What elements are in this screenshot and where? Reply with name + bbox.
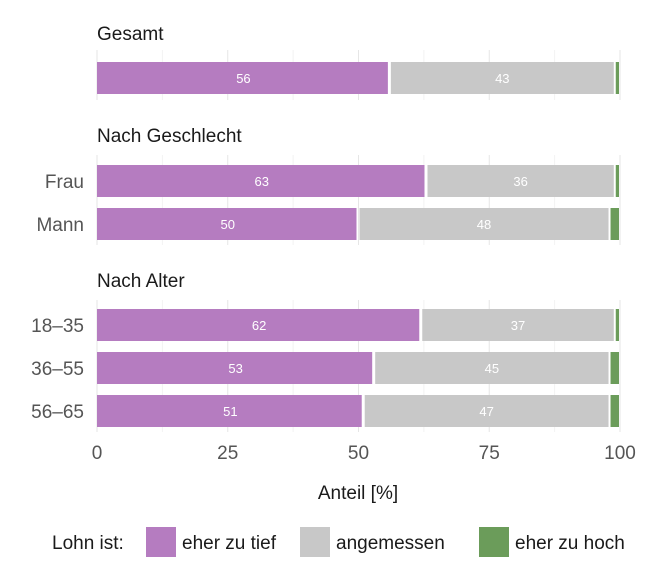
data-label: 62 [252,318,266,333]
x-tick-label: 100 [604,443,636,464]
bar-segment-eher-zu-hoch [610,395,619,427]
bar-segment-eher-zu-tief [97,165,425,197]
bar-segment-angemessen [359,208,609,240]
x-axis-title: Anteil [%] [318,483,398,504]
legend-label: eher zu hoch [515,533,625,554]
row-label: 56–65 [31,402,84,423]
legend-swatch [479,527,509,557]
data-label: 45 [485,361,499,376]
group-title: Nach Alter [97,271,185,292]
bar-segment-eher-zu-tief [97,62,388,94]
bar-segment-eher-zu-hoch [615,165,619,197]
x-tick-label: 25 [217,443,238,464]
data-label: 51 [223,404,237,419]
legend-title: Lohn ist: [52,533,124,554]
data-label: 37 [511,318,525,333]
row-label: 36–55 [31,359,84,380]
legend-label: eher zu tief [182,533,277,554]
legend-swatch [300,527,330,557]
data-label: 63 [255,174,269,189]
bar-segment-eher-zu-hoch [615,62,619,94]
bar-segment-eher-zu-tief [97,352,373,384]
row-label: Mann [36,215,84,236]
data-label: 36 [513,174,527,189]
bar-segment-angemessen [375,352,609,384]
x-tick-label: 0 [92,443,103,464]
bar-segment-angemessen [422,309,614,341]
bar-segment-angemessen [427,165,614,197]
bar-segment-eher-zu-hoch [615,309,619,341]
bar-segment-angemessen [390,62,614,94]
bar-segment-eher-zu-hoch [610,352,619,384]
legend-label: angemessen [336,533,445,554]
data-label: 47 [479,404,493,419]
data-label: 56 [236,71,250,86]
row-label: Frau [45,172,84,193]
bar-segment-eher-zu-tief [97,395,362,427]
group-title: Gesamt [97,24,164,45]
bar-segment-eher-zu-tief [97,309,420,341]
x-tick-label: 50 [348,443,369,464]
data-label: 43 [495,71,509,86]
data-label: 50 [221,217,235,232]
group-title: Nach Geschlecht [97,126,242,147]
legend-swatch [146,527,176,557]
row-label: 18–35 [31,316,84,337]
data-label: 53 [228,361,242,376]
bar-segment-angemessen [364,395,609,427]
bar-segment-eher-zu-tief [97,208,357,240]
data-label: 48 [477,217,491,232]
bar-segment-eher-zu-hoch [610,208,619,240]
x-tick-label: 75 [479,443,500,464]
